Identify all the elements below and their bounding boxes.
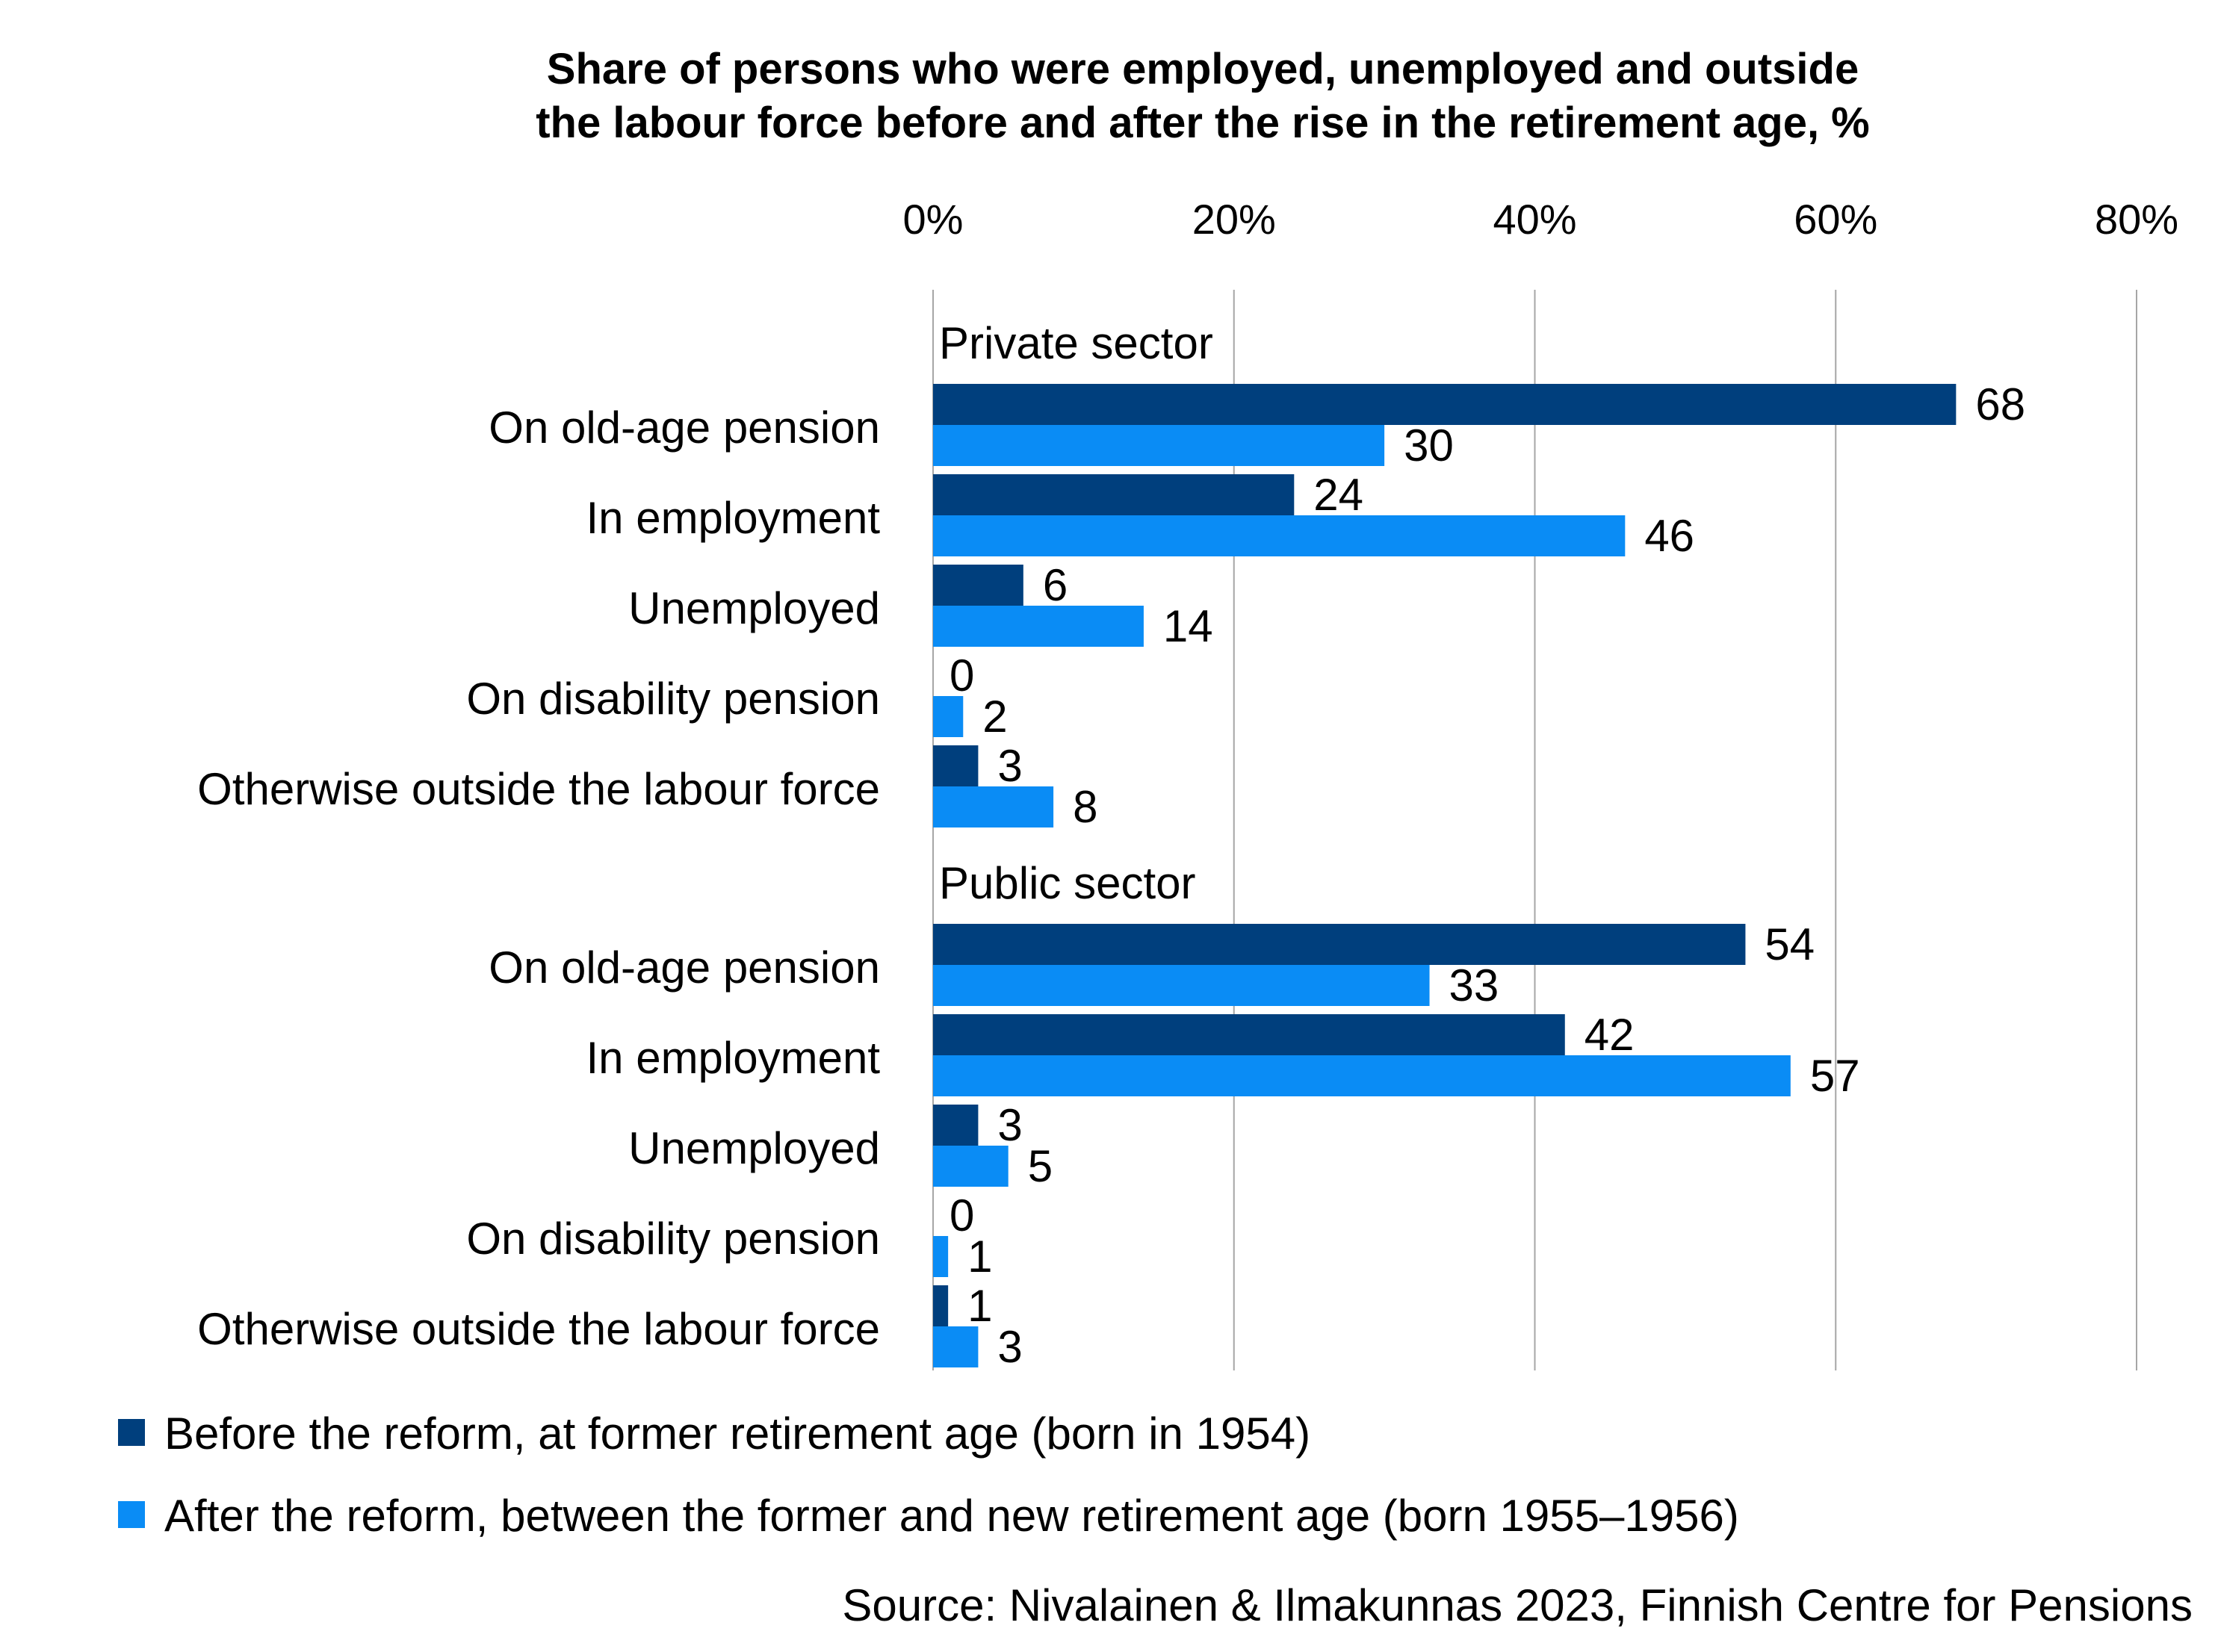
bar-after: [933, 1326, 979, 1367]
bar-after: [933, 1146, 1009, 1187]
chart-title-line-2: the labour force before and after the ri…: [536, 99, 1870, 147]
legend-label: Before the reform, at former retirement …: [164, 1409, 1310, 1459]
data-label: 57: [1810, 1051, 1860, 1101]
data-label: 14: [1163, 601, 1213, 651]
bar-after: [933, 696, 964, 737]
bar-after: [933, 1055, 1791, 1096]
legend-swatch: [118, 1419, 145, 1446]
category-label: Otherwise outside the labour force: [197, 764, 880, 814]
group-label: Public sector: [939, 858, 1195, 908]
category-label: Otherwise outside the labour force: [197, 1304, 880, 1354]
data-label: 3: [997, 1100, 1022, 1150]
x-tick-label: 80%: [2095, 196, 2178, 243]
data-label: 3: [997, 741, 1022, 791]
data-label: 0: [950, 650, 974, 701]
x-tick-label: 60%: [1794, 196, 1877, 243]
source-note: Source: Nivalainen & Ilmakunnas 2023, Fi…: [842, 1580, 2193, 1630]
bar-before: [933, 384, 1957, 425]
data-label: 24: [1313, 470, 1363, 520]
data-label: 8: [1073, 782, 1097, 832]
x-tick-label: 40%: [1493, 196, 1576, 243]
bar-before: [933, 1285, 949, 1326]
bar-before: [933, 565, 1023, 606]
group-label: Private sector: [939, 318, 1213, 368]
category-label: In employment: [586, 493, 880, 543]
bar-after: [933, 786, 1054, 827]
data-label: 6: [1043, 560, 1068, 610]
category-label: Unemployed: [628, 1123, 880, 1173]
data-label: 1: [967, 1232, 992, 1282]
bar-after: [933, 965, 1430, 1006]
legend-swatch: [118, 1501, 145, 1528]
category-label: On disability pension: [466, 1214, 880, 1264]
x-tick-label: 20%: [1192, 196, 1276, 243]
data-label: 33: [1449, 960, 1499, 1010]
data-label: 2: [982, 692, 1007, 742]
bar-before: [933, 1105, 979, 1146]
data-label: 5: [1028, 1141, 1053, 1191]
data-label: 1: [967, 1281, 992, 1331]
data-label: 54: [1765, 919, 1815, 969]
data-label: 3: [997, 1322, 1022, 1372]
data-label: 46: [1644, 511, 1694, 561]
data-label: 68: [1975, 379, 2025, 429]
bar-after: [933, 425, 1385, 466]
bar-before: [933, 1014, 1565, 1055]
bar-after: [933, 1236, 949, 1277]
bar-after: [933, 515, 1626, 556]
legend-label: After the reform, between the former and…: [164, 1491, 1739, 1541]
chart-title-line-1: Share of persons who were employed, unem…: [547, 45, 1859, 93]
category-label: In employment: [586, 1033, 880, 1083]
category-label: Unemployed: [628, 583, 880, 633]
bar-before: [933, 745, 979, 786]
category-label: On old-age pension: [489, 943, 880, 993]
category-label: On disability pension: [466, 674, 880, 724]
data-label: 42: [1584, 1010, 1635, 1060]
category-label: On old-age pension: [489, 403, 880, 453]
bar-before: [933, 924, 1746, 965]
x-tick-label: 0%: [903, 196, 964, 243]
data-label: 0: [950, 1190, 974, 1240]
data-label: 30: [1404, 420, 1454, 471]
bar-after: [933, 606, 1144, 647]
bar-before: [933, 474, 1295, 515]
